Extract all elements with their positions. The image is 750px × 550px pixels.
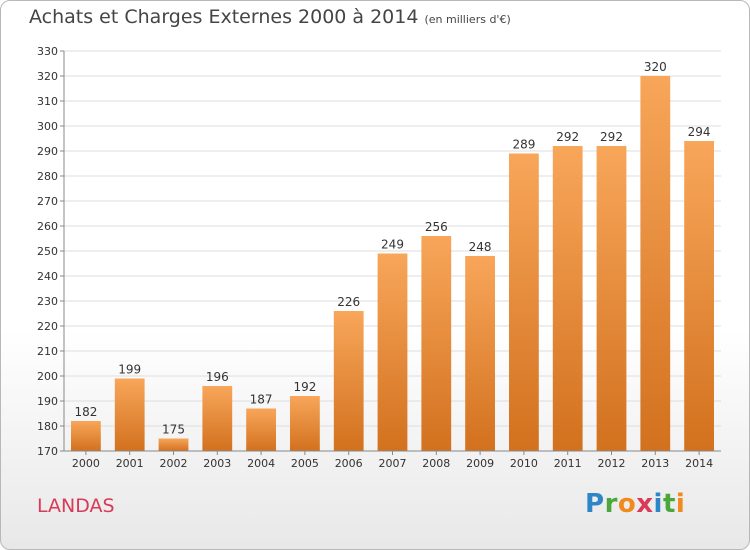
data-label-2004: 187: [250, 393, 273, 407]
y-tick-label: 260: [37, 220, 58, 233]
bar-2004: [246, 408, 276, 451]
logo-letter: o: [617, 489, 637, 519]
data-label-2011: 292: [556, 130, 579, 144]
x-tick-label: 2010: [510, 457, 538, 470]
data-label-2002: 175: [162, 423, 185, 437]
bar-2009: [465, 256, 495, 451]
data-labels: 182 199 175 196 187 192 226 249 256 248 289 292 292 3…: [74, 60, 710, 437]
x-tick-label: 2013: [641, 457, 669, 470]
bar-2011: [552, 146, 583, 451]
data-label-2013: 320: [644, 60, 667, 74]
data-label-2012: 292: [600, 130, 623, 144]
bar-2001: [114, 378, 145, 451]
logo-letter: x: [636, 489, 654, 519]
bar-2007: [377, 253, 408, 451]
data-label-2003: 196: [206, 370, 229, 384]
y-tick-label: 240: [37, 270, 58, 283]
data-label-2006: 226: [337, 295, 360, 309]
y-tick-label: 220: [37, 320, 58, 333]
data-label-2007: 249: [381, 238, 404, 252]
x-tick-label: 2002: [160, 457, 188, 470]
y-tick-label: 320: [37, 70, 58, 83]
y-tick-label: 210: [37, 345, 58, 358]
bar-2005: [290, 396, 320, 451]
x-tick-label: 2000: [72, 457, 100, 470]
x-tick-label: 2007: [379, 457, 407, 470]
logo-letter: i: [653, 489, 663, 519]
y-tick-label: 310: [37, 95, 58, 108]
y-tick-label: 250: [37, 245, 58, 258]
y-tick-label: 280: [37, 170, 58, 183]
bar-2010: [509, 153, 539, 451]
bar-2014: [684, 141, 714, 451]
data-label-2010: 289: [512, 138, 535, 152]
x-tick-label: 2005: [291, 457, 319, 470]
bar-2008: [421, 236, 452, 451]
x-tick-label: 2008: [422, 457, 450, 470]
data-label-2009: 248: [469, 240, 492, 254]
data-label-2008: 256: [425, 220, 448, 234]
x-tick-label: 2011: [554, 457, 582, 470]
bar-2000: [71, 421, 101, 451]
data-label-2001: 199: [118, 363, 141, 377]
logo-letter: i: [675, 489, 686, 519]
data-label-2000: 182: [74, 405, 97, 419]
x-tick-label: 2012: [598, 457, 626, 470]
bar-2006: [333, 311, 364, 451]
commune-name: LANDAS: [37, 495, 115, 517]
logo-letter: r: [604, 489, 618, 519]
bar-2003: [202, 386, 233, 451]
bar-2012: [596, 146, 627, 451]
y-axis-ticks: 170 180 190 200 210 220 230 240 250 260 270 280 290 3…: [37, 45, 64, 458]
x-tick-label: 2001: [116, 457, 144, 470]
y-tick-label: 230: [37, 295, 58, 308]
y-tick-label: 290: [37, 145, 58, 158]
y-tick-label: 270: [37, 195, 58, 208]
y-tick-label: 180: [37, 420, 58, 433]
y-tick-label: 170: [37, 445, 58, 458]
logo-letter: P: [585, 489, 605, 519]
chart-title-text: Achats et Charges Externes 2000 à 2014: [29, 6, 419, 28]
y-tick-label: 300: [37, 120, 58, 133]
y-tick-label: 200: [37, 370, 58, 383]
x-axis-ticks: 2000 2001 2002 2003 2004 2005 2006 2007 2008 2009…: [72, 451, 713, 470]
bars: [71, 76, 714, 451]
chart-subtitle: (en milliers d'€): [424, 13, 511, 26]
y-tick-label: 330: [37, 45, 58, 58]
logo-letter: t: [662, 489, 676, 519]
x-tick-label: 2014: [685, 457, 713, 470]
proxiti-logo: Proxiti: [585, 489, 685, 519]
bar-2002: [158, 438, 189, 451]
x-tick-label: 2003: [203, 457, 231, 470]
data-label-2014: 294: [688, 125, 711, 139]
bar-2013: [640, 76, 671, 451]
x-tick-label: 2009: [466, 457, 494, 470]
data-label-2005: 192: [293, 380, 316, 394]
x-tick-label: 2006: [335, 457, 363, 470]
x-tick-label: 2004: [247, 457, 275, 470]
y-tick-label: 190: [37, 395, 58, 408]
chart-title: Achats et Charges Externes 2000 à 2014 (e…: [29, 6, 511, 28]
